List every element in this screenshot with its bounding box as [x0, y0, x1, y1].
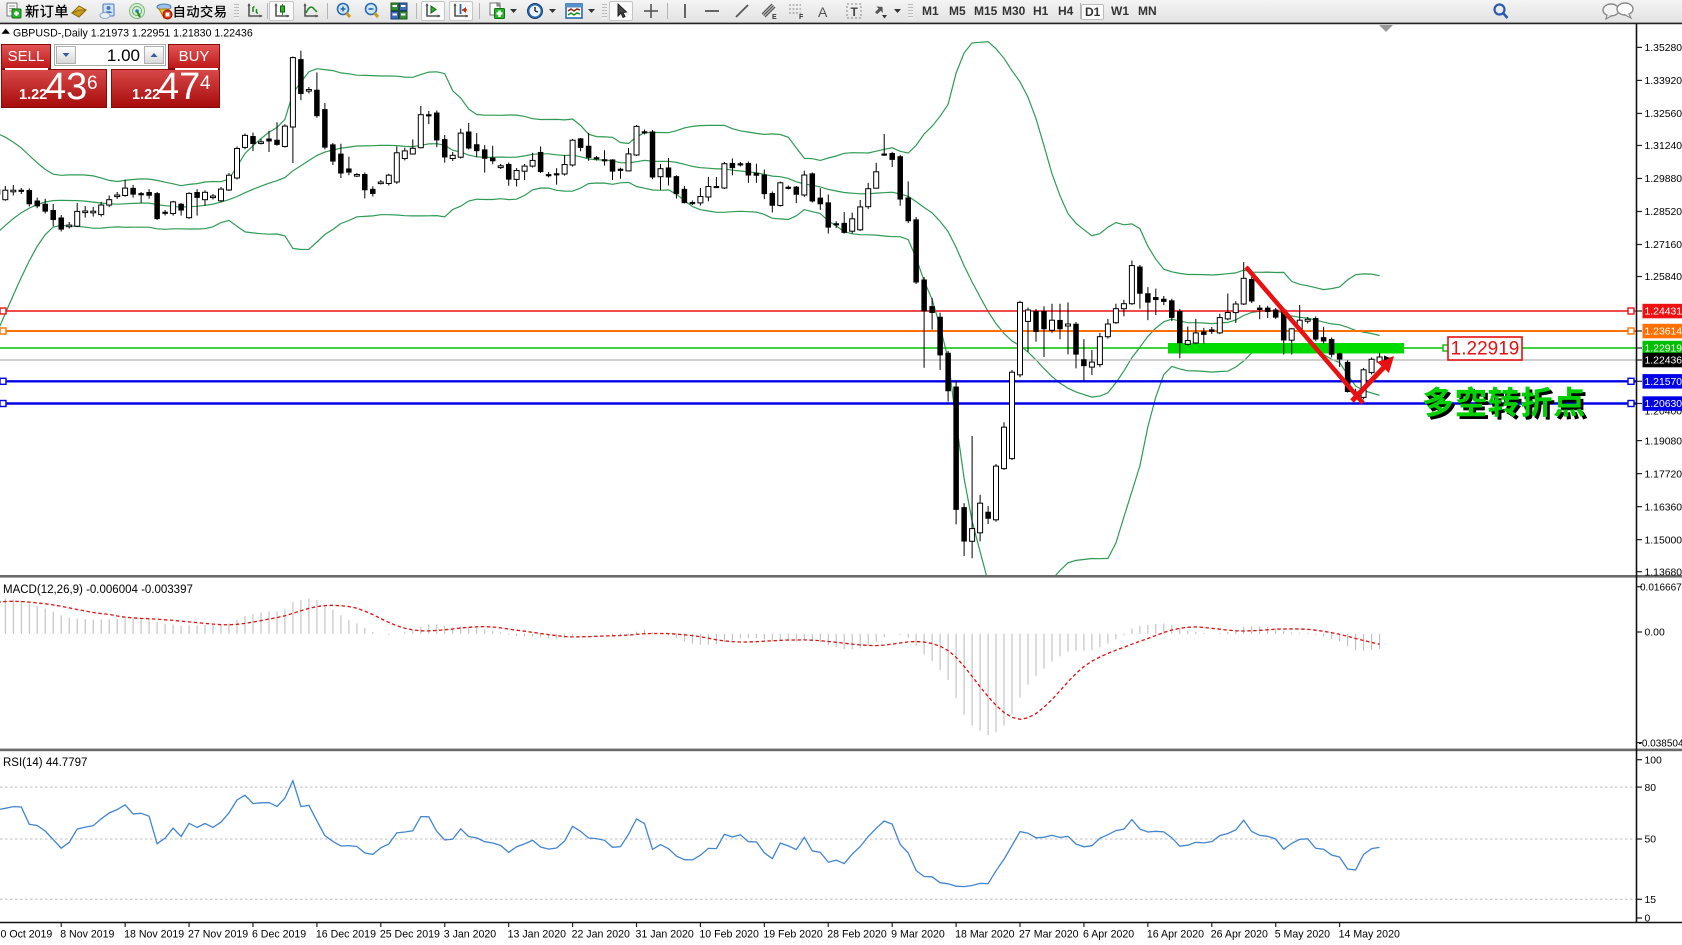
- svg-text:GBPUSD-,Daily 1.21973 1.22951: GBPUSD-,Daily 1.21973 1.22951 1.21830 1.…: [13, 27, 253, 39]
- svg-text:1.13680: 1.13680: [1645, 567, 1682, 578]
- svg-text:1.29880: 1.29880: [1645, 174, 1682, 185]
- svg-text:1.25840: 1.25840: [1645, 272, 1682, 283]
- svg-text:9 Mar 2020: 9 Mar 2020: [891, 929, 945, 941]
- svg-text:3 Jan 2020: 3 Jan 2020: [444, 929, 497, 941]
- svg-text:1.33920: 1.33920: [1645, 76, 1682, 87]
- svg-text:1.16360: 1.16360: [1645, 502, 1682, 513]
- svg-text:27 Mar 2020: 27 Mar 2020: [1019, 929, 1079, 941]
- svg-text:1.19080: 1.19080: [1645, 436, 1682, 447]
- svg-text:E: E: [772, 14, 777, 20]
- svg-text:1.15000: 1.15000: [1645, 535, 1682, 546]
- svg-text:13 Jan 2020: 13 Jan 2020: [508, 929, 566, 941]
- svg-text:16 Apr 2020: 16 Apr 2020: [1147, 929, 1204, 941]
- svg-text:25 Dec 2019: 25 Dec 2019: [380, 929, 440, 941]
- svg-text:1.27160: 1.27160: [1645, 240, 1682, 251]
- svg-text:1.23614: 1.23614: [1645, 327, 1682, 338]
- svg-text:1.21570: 1.21570: [1645, 377, 1682, 388]
- svg-text:1.22436: 1.22436: [1645, 356, 1682, 367]
- svg-text:100: 100: [1645, 755, 1663, 766]
- svg-text:16 Dec 2019: 16 Dec 2019: [316, 929, 376, 941]
- svg-text:8 Nov 2019: 8 Nov 2019: [60, 929, 114, 941]
- svg-text:1.20400: 1.20400: [1645, 407, 1682, 418]
- svg-text:10 Feb 2020: 10 Feb 2020: [699, 929, 759, 941]
- svg-text:T: T: [851, 5, 859, 19]
- svg-text:6 Apr 2020: 6 Apr 2020: [1083, 929, 1134, 941]
- svg-text:1.22919: 1.22919: [1645, 344, 1682, 355]
- svg-text:5 May 2020: 5 May 2020: [1275, 929, 1330, 941]
- svg-text:F: F: [799, 14, 804, 20]
- svg-text:26 Apr 2020: 26 Apr 2020: [1211, 929, 1268, 941]
- svg-text:1.20630: 1.20630: [1645, 399, 1682, 410]
- svg-text:1.28520: 1.28520: [1645, 207, 1682, 218]
- svg-text:80: 80: [1645, 783, 1657, 794]
- svg-text:RSI(14) 44.7797: RSI(14) 44.7797: [3, 757, 87, 769]
- svg-text:31 Jan 2020: 31 Jan 2020: [636, 929, 694, 941]
- svg-text:0.016667: 0.016667: [1640, 582, 1682, 593]
- svg-text:0: 0: [1645, 914, 1651, 925]
- svg-text:28 Feb 2020: 28 Feb 2020: [827, 929, 887, 941]
- svg-text:0.00: 0.00: [1645, 628, 1665, 639]
- svg-text:18 Nov 2019: 18 Nov 2019: [124, 929, 184, 941]
- svg-text:MACD(12,26,9) -0.006004 -0.003: MACD(12,26,9) -0.006004 -0.003397: [3, 584, 193, 596]
- svg-text:1.35280: 1.35280: [1645, 43, 1682, 54]
- svg-text:1.22919: 1.22919: [1451, 339, 1520, 360]
- svg-text:14 May 2020: 14 May 2020: [1339, 929, 1400, 941]
- svg-text:1.17720: 1.17720: [1645, 469, 1682, 480]
- svg-text:50: 50: [1645, 835, 1657, 846]
- svg-text:19 Feb 2020: 19 Feb 2020: [763, 929, 823, 941]
- svg-text:-0.038504: -0.038504: [1639, 738, 1682, 749]
- svg-text:15: 15: [1645, 895, 1657, 906]
- svg-text:0 Oct 2019: 0 Oct 2019: [1, 929, 53, 941]
- svg-text:18 Mar 2020: 18 Mar 2020: [955, 929, 1015, 941]
- svg-text:22 Jan 2020: 22 Jan 2020: [572, 929, 630, 941]
- svg-text:1.24431: 1.24431: [1645, 307, 1682, 318]
- svg-text:1.32560: 1.32560: [1645, 109, 1682, 120]
- svg-text:27 Nov 2019: 27 Nov 2019: [188, 929, 248, 941]
- svg-text:1.31240: 1.31240: [1645, 141, 1682, 152]
- svg-text:6 Dec 2019: 6 Dec 2019: [252, 929, 306, 941]
